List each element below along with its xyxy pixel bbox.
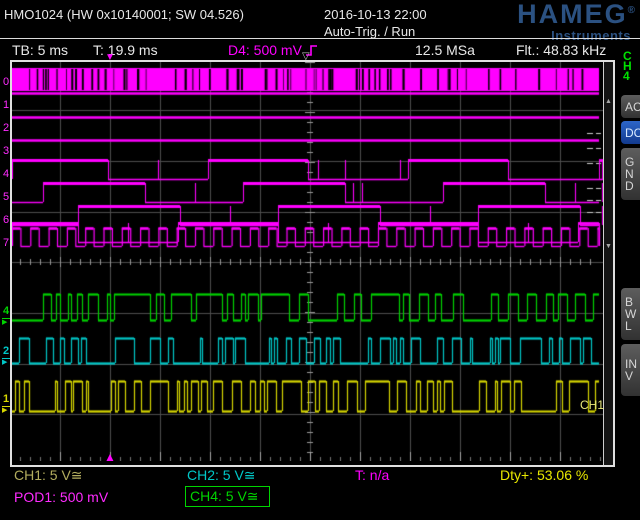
digital-channel-label: 3 — [3, 145, 10, 157]
trigger-position-marker-top[interactable]: ▼ — [105, 52, 115, 63]
rising-edge-icon — [306, 45, 317, 56]
acquisition-status: Auto-Trig. / Run — [324, 24, 416, 39]
ch1-scale-label: CH1: 5 V≅ — [14, 467, 83, 483]
digital-channel-label: 2 — [3, 122, 10, 134]
channel-position-arrow-icon: ▶ — [2, 359, 8, 366]
vertical-scrollbar[interactable]: ▲ ▼ — [603, 62, 613, 465]
trigger-value-label: T: n/a — [355, 467, 390, 483]
trigger-position-marker-bottom[interactable]: ▲ — [104, 450, 116, 464]
sidebar-channel-label: CH4 — [623, 49, 632, 83]
timebase-value: TB: 5 ms — [12, 42, 69, 58]
datetime-label: 2016-10-13 22:00 — [324, 7, 427, 22]
invert-button[interactable]: INV — [621, 344, 640, 396]
coupling-ac-button[interactable]: AC — [621, 95, 640, 118]
digital-channel-label: 7 — [3, 237, 10, 249]
digital-channel-label: 5 — [3, 191, 10, 203]
bandwidth-limit-button[interactable]: BWL — [621, 288, 640, 340]
scroll-up-icon[interactable]: ▲ — [605, 98, 612, 105]
hameg-logo: HAMEG® — [517, 0, 635, 29]
coupling-gnd-button[interactable]: GND — [621, 148, 640, 200]
digital-channel-label: 6 — [3, 214, 10, 226]
analog-channel-marker[interactable]: 4 ▶ — [2, 305, 11, 326]
channel-position-arrow-icon: ▶ — [2, 407, 8, 414]
filter-frequency-value: Flt.: 48.83 kHz — [516, 42, 607, 58]
digital-channel-label: 0 — [3, 76, 10, 88]
scroll-down-icon[interactable]: ▼ — [605, 243, 612, 250]
reference-position-marker: ▽ — [302, 51, 310, 62]
waveform-display: ▲ ▼ — [10, 60, 615, 467]
ch2-scale-label: CH2: 5 V≅ — [187, 467, 256, 483]
duty-cycle-label: Dty+: 53.06 % — [500, 467, 589, 483]
coupling-dc-button[interactable]: DC — [621, 121, 640, 144]
sample-rate-value: 12.5 MSa — [415, 42, 475, 58]
analog-channel-marker[interactable]: 1 ▶ — [2, 393, 11, 414]
header-divider — [0, 38, 640, 39]
trigger-source-value: D4: 500 mV — [228, 42, 302, 58]
pod1-scale-label: POD1: 500 mV — [14, 489, 109, 505]
registered-mark-icon: ® — [627, 5, 635, 16]
plot-channel-label: CH1 — [580, 398, 605, 412]
digital-channel-label: 1 — [3, 99, 10, 111]
trigger-time-value: T: 19.9 ms — [93, 42, 158, 58]
analog-channel-marker[interactable]: 2 ▶ — [2, 345, 11, 366]
device-title: HMO1024 (HW 0x10140001; SW 04.526) — [4, 7, 244, 22]
channel-position-arrow-icon: ▶ — [2, 319, 8, 326]
waveform-canvas — [12, 62, 609, 461]
ch4-scale-badge: CH4: 5 V≅ — [185, 486, 270, 507]
digital-channel-label: 4 — [3, 168, 10, 180]
logo-instruments: Instruments — [551, 28, 631, 43]
